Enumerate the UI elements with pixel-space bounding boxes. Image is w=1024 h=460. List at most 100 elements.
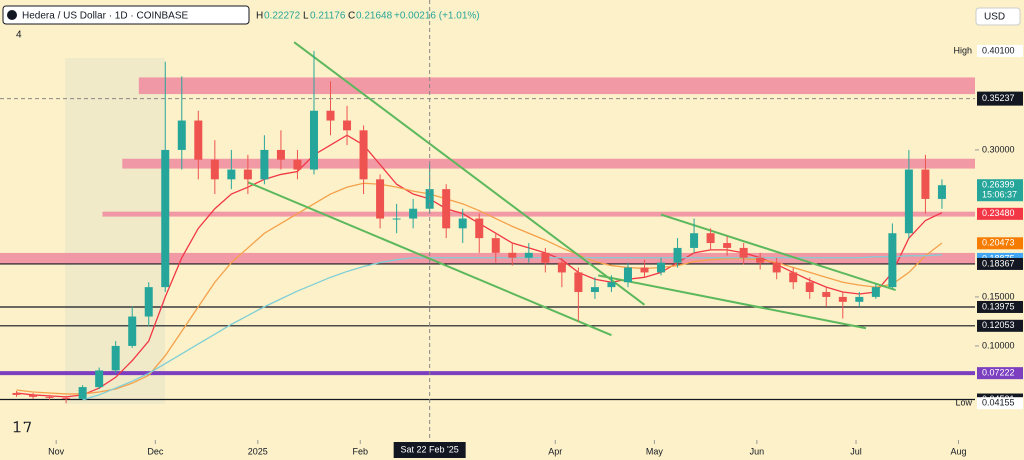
candle-body xyxy=(458,218,467,229)
crosshair-x-label: Sat 22 Feb '25 xyxy=(401,444,459,454)
price-sublabel: 15:06:37 xyxy=(982,190,1017,200)
zone xyxy=(0,252,975,264)
x-tick-label: Feb xyxy=(352,446,368,456)
candle-body xyxy=(756,257,765,263)
x-tick-label: Dec xyxy=(147,446,164,456)
candle-body xyxy=(194,120,203,160)
candle-body xyxy=(475,218,484,239)
zone xyxy=(138,77,976,95)
candle-body xyxy=(144,287,153,317)
l-value: 0.21176 xyxy=(310,11,346,22)
zone xyxy=(102,211,975,217)
candle-body xyxy=(673,247,682,263)
price-label: 0.20473 xyxy=(982,238,1015,248)
zone xyxy=(122,158,975,169)
price-badge xyxy=(977,397,1023,410)
candle-body xyxy=(45,396,54,398)
trendline xyxy=(660,213,896,292)
symbol-icon xyxy=(7,10,17,20)
crosshair-y-badge xyxy=(977,91,1023,106)
candle-body xyxy=(29,394,38,397)
candle-body xyxy=(376,179,385,219)
candle-body xyxy=(293,159,302,170)
candle-body xyxy=(590,287,599,293)
candle-body xyxy=(409,208,418,219)
header: Hedera / US Dollar · 1D · COINBASE H 0.2… xyxy=(2,5,1021,436)
price-tag: High xyxy=(953,45,972,55)
candle-body xyxy=(491,238,500,253)
symbol-box xyxy=(2,5,250,25)
change: +0.00216 (+1.01%) xyxy=(394,11,480,22)
candle-body xyxy=(789,272,798,283)
trendline xyxy=(247,181,612,337)
candle-body xyxy=(161,149,170,288)
indicators-count[interactable]: 4 xyxy=(16,30,22,41)
candle-body xyxy=(690,233,699,248)
symbol: Hedera / US Dollar · 1D · COINBASE xyxy=(22,11,188,22)
candle-body xyxy=(921,169,930,199)
candle-body xyxy=(904,169,913,234)
h-label: H xyxy=(256,11,263,22)
crosshair-x-badge xyxy=(393,442,466,458)
x-tick-label: Jun xyxy=(750,446,765,456)
y-tick-label: 0.15000 xyxy=(982,291,1015,301)
x-tick-label: Apr xyxy=(548,446,562,456)
candle-body xyxy=(309,110,318,170)
candle-body xyxy=(524,252,533,258)
price-axis-bg xyxy=(975,0,1024,460)
price-badge xyxy=(977,179,1023,202)
candle-body xyxy=(871,287,880,297)
candle-body xyxy=(392,218,401,220)
candle-body xyxy=(62,397,71,399)
candle-body xyxy=(343,120,352,131)
candle-body xyxy=(739,247,748,258)
candle-body xyxy=(937,185,946,199)
candle-body xyxy=(210,159,219,180)
price-badge xyxy=(977,237,1023,250)
candle-body xyxy=(243,169,252,180)
candle-body xyxy=(706,233,715,244)
candle-body xyxy=(657,262,666,273)
price-label: 0.23480 xyxy=(982,208,1015,218)
candle-body xyxy=(227,169,236,180)
candle-body xyxy=(888,233,897,288)
y-tick-label: 0.30000 xyxy=(982,144,1015,154)
candle-body xyxy=(12,392,21,395)
candle-body xyxy=(111,345,120,371)
candle-body xyxy=(95,370,104,388)
candle-body xyxy=(623,267,632,283)
candle-body xyxy=(557,262,566,273)
h-value: 0.22272 xyxy=(264,11,301,22)
candle-body xyxy=(822,292,831,297)
l-label: L xyxy=(303,11,309,22)
price-badge xyxy=(977,44,1023,57)
x-tick-label: 2025 xyxy=(248,446,268,456)
price-badge xyxy=(977,319,1023,332)
price-label: 0.13975 xyxy=(982,301,1015,311)
currency-button[interactable] xyxy=(975,7,1021,26)
price-tag: Low xyxy=(955,398,972,408)
price-label: 0.04155 xyxy=(982,398,1015,408)
price-label: 0.07222 xyxy=(982,368,1015,378)
candle-body xyxy=(78,387,87,399)
candle-body xyxy=(177,120,186,150)
x-tick-label: Aug xyxy=(950,446,966,456)
candle-body xyxy=(855,296,864,302)
currency[interactable]: USD xyxy=(984,12,1005,23)
price-badge xyxy=(977,207,1023,220)
candle-body xyxy=(574,272,583,293)
price-badge xyxy=(977,257,1023,270)
crosshair-y-label: 0.35237 xyxy=(982,93,1015,103)
candle-body xyxy=(128,316,137,346)
x-tick-label: Jul xyxy=(850,446,862,456)
price-label: 0.26399 xyxy=(982,180,1015,190)
candle-body xyxy=(541,252,550,263)
candle-body xyxy=(838,296,847,302)
candle-body xyxy=(640,267,649,273)
price-badge xyxy=(977,300,1023,313)
x-tick-label: May xyxy=(646,446,664,456)
logo: 𝟷𝟽 xyxy=(12,419,33,436)
price-label: 0.40100 xyxy=(982,45,1015,55)
c-label: C xyxy=(348,11,355,22)
